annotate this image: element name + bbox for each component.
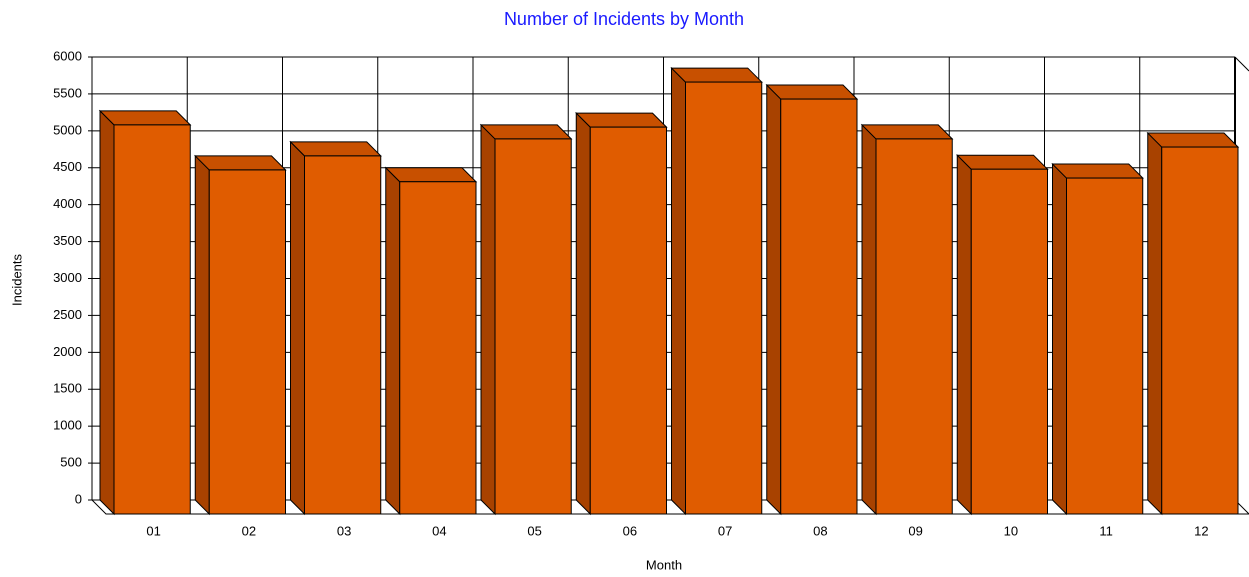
bar	[194, 154, 287, 516]
bar-top	[956, 154, 1049, 170]
bar-front	[494, 138, 572, 515]
bar-side	[575, 111, 591, 516]
bar-front	[1066, 177, 1144, 515]
bar-side	[99, 109, 115, 516]
bar-side	[194, 154, 210, 516]
bar	[1051, 162, 1144, 516]
x-tick-label: 06	[623, 523, 637, 538]
bar	[98, 109, 192, 516]
bar-top	[765, 84, 859, 100]
bar	[765, 83, 859, 516]
x-tick-label: 12	[1194, 523, 1208, 538]
x-tick-label: 10	[1004, 523, 1018, 538]
x-tick-label: 05	[527, 523, 541, 538]
x-tick-label: 07	[718, 523, 732, 538]
bar-side	[1147, 131, 1163, 516]
bar-front	[780, 98, 858, 515]
bar-top	[289, 141, 382, 157]
x-tick-label: 11	[1099, 523, 1113, 538]
bar-side	[480, 123, 496, 516]
bar-top	[1051, 163, 1144, 179]
x-tick-label: 09	[908, 523, 922, 538]
bar-side	[956, 153, 972, 516]
bar-front	[875, 138, 953, 515]
y-tick-label: 5000	[53, 122, 82, 137]
bar-top	[194, 155, 287, 171]
bar-front	[208, 169, 286, 515]
bar-side	[290, 140, 305, 516]
bar-top	[98, 110, 192, 126]
bar-front	[970, 168, 1048, 515]
bar-top	[384, 167, 478, 183]
bar-front	[113, 124, 191, 515]
bar-side	[1052, 162, 1067, 516]
y-tick-label: 500	[60, 455, 82, 470]
x-axis-label: Month	[646, 557, 682, 572]
bar-side	[671, 66, 686, 516]
y-tick-label: 0	[75, 491, 82, 506]
bar	[860, 123, 954, 516]
bar	[384, 166, 478, 516]
bar-front	[685, 81, 763, 515]
x-tick-label: 03	[337, 523, 351, 538]
bar-front	[304, 155, 382, 515]
y-axis-label: Incidents	[9, 253, 24, 306]
bar-top	[1146, 132, 1240, 148]
bar-side	[385, 166, 401, 516]
x-tick-label: 04	[432, 523, 446, 538]
bar	[575, 111, 668, 516]
y-tick-label: 2000	[53, 344, 82, 359]
x-tick-label: 01	[146, 523, 160, 538]
y-tick-label: 3000	[53, 270, 82, 285]
y-tick-label: 4500	[53, 159, 82, 174]
y-tick-label: 2500	[53, 307, 82, 322]
y-tick-label: 1500	[53, 381, 82, 396]
x-tick-label: 08	[813, 523, 827, 538]
bar	[956, 153, 1049, 516]
bar-top	[670, 67, 763, 83]
y-tick-label: 3500	[53, 233, 82, 248]
chart-title: Number of Incidents by Month	[504, 9, 744, 29]
y-tick-label: 1000	[53, 418, 82, 433]
bar	[670, 66, 763, 516]
bar	[289, 140, 382, 516]
y-tick-label: 5500	[53, 85, 82, 100]
bar-top	[479, 124, 573, 140]
bar-front	[1161, 146, 1239, 515]
bar-top	[860, 124, 954, 140]
x-tick-label: 02	[242, 523, 256, 538]
y-tick-label: 6000	[53, 48, 82, 63]
right-wall-top	[1234, 56, 1249, 72]
bar	[1146, 131, 1240, 516]
bar-side	[766, 83, 782, 516]
y-tick-label: 4000	[53, 196, 82, 211]
bar-side	[861, 123, 877, 516]
bar	[479, 123, 573, 516]
bar-top	[575, 112, 668, 128]
bar-front	[399, 181, 477, 515]
bar-front	[589, 126, 667, 515]
